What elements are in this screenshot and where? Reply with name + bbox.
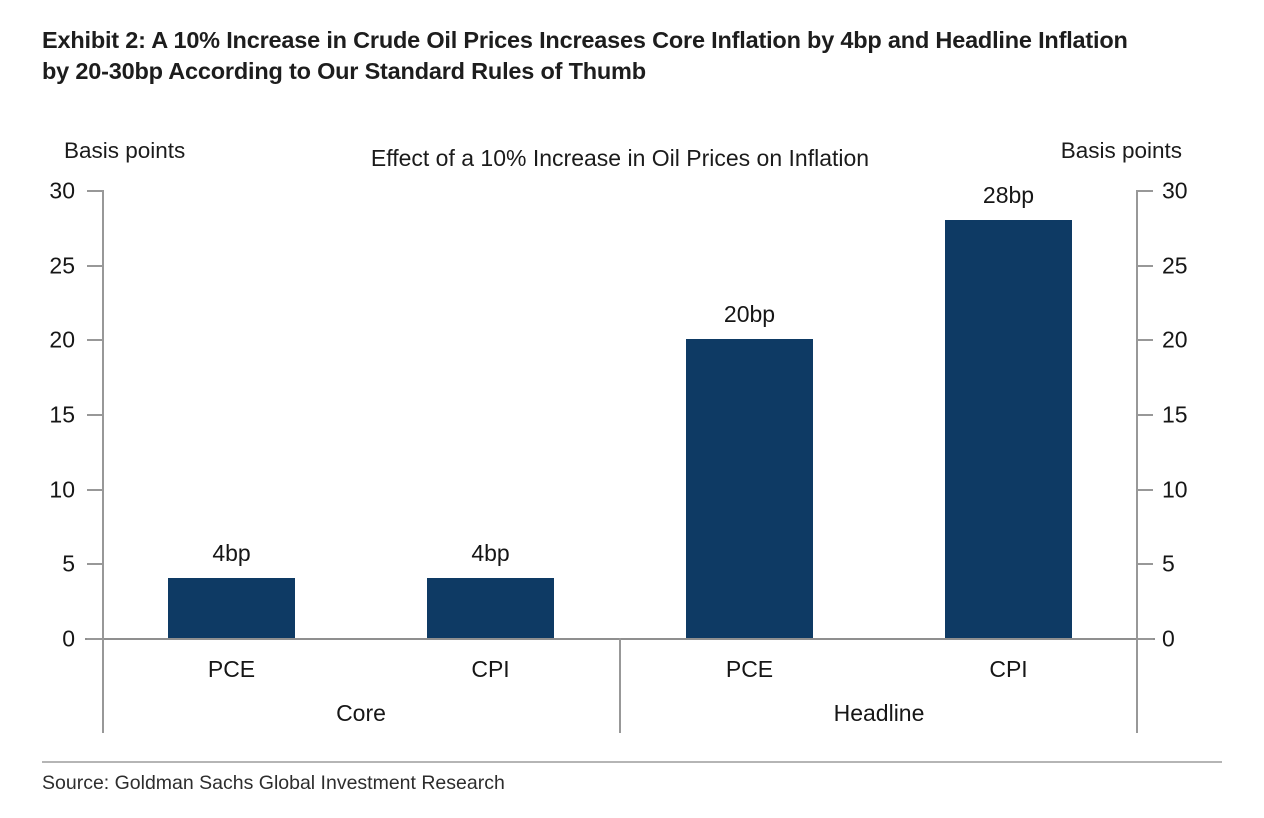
bar-core-cpi [426, 578, 555, 638]
y-tick-label-left-15: 15 [49, 401, 75, 428]
value-label-headline-cpi: 28bp [982, 182, 1035, 208]
category-label-headline-cpi: CPI [989, 656, 1028, 682]
exhibit-title: Exhibit 2: A 10% Increase in Crude Oil P… [42, 27, 1128, 84]
value-label-headline-pce: 20bp [723, 301, 776, 327]
y-tick-right-5 [1138, 563, 1153, 565]
y-tick-label-right-5: 5 [1162, 550, 1175, 577]
y-tick-label-right-0: 0 [1162, 625, 1175, 652]
category-band: PCE CPI Core PCE CPI Headline [102, 638, 1138, 733]
right-axis-unit-label: Basis points [1060, 138, 1182, 163]
value-label-core-pce: 4bp [212, 540, 251, 566]
y-tick-label-right-20: 20 [1162, 326, 1188, 353]
y-tick-right-30 [1138, 190, 1153, 192]
source-divider-rule [42, 761, 1222, 763]
y-axis-right [1136, 190, 1138, 733]
y-tick-label-left-25: 25 [49, 252, 75, 279]
y-tick-right-0 [1138, 638, 1153, 640]
category-label-core-pce: PCE [207, 656, 256, 682]
y-tick-label-right-25: 25 [1162, 252, 1188, 279]
y-tick-label-right-30: 30 [1162, 177, 1188, 204]
chart-canvas: 0 0 5 5 10 10 15 15 20 20 25 25 30 30 4bp 4bp 20bp 28bp P… [49, 179, 1188, 733]
bar-headline-pce [685, 339, 814, 638]
y-tick-label-left-0: 0 [62, 625, 75, 652]
category-label-headline-pce: PCE [725, 656, 774, 682]
y-tick-right-15 [1138, 414, 1153, 416]
y-tick-label-right-15: 15 [1162, 401, 1188, 428]
y-tick-label-left-20: 20 [49, 326, 75, 353]
y-tick-label-right-10: 10 [1162, 476, 1188, 503]
bar-core-pce [167, 578, 296, 638]
y-tick-left-0 [87, 638, 102, 640]
y-tick-left-15 [87, 414, 102, 416]
y-tick-right-20 [1138, 339, 1153, 341]
category-label-core-cpi: CPI [471, 656, 510, 682]
y-tick-left-20 [87, 339, 102, 341]
source-text: Source: Goldman Sachs Global Investment … [42, 772, 505, 794]
y-tick-left-30 [87, 190, 102, 192]
group-divider [619, 638, 621, 733]
chart-title: Effect of a 10% Increase in Oil Prices o… [370, 145, 870, 171]
bar-headline-cpi [944, 220, 1073, 638]
y-tick-left-10 [87, 489, 102, 491]
value-label-core-cpi: 4bp [471, 540, 510, 566]
left-axis-unit-label: Basis points [64, 138, 186, 163]
y-tick-left-25 [87, 265, 102, 267]
y-tick-label-left-30: 30 [49, 177, 75, 204]
y-tick-label-left-10: 10 [49, 476, 75, 503]
y-tick-left-5 [87, 563, 102, 565]
y-tick-right-25 [1138, 265, 1153, 267]
y-axis-left [102, 190, 104, 733]
y-tick-right-10 [1138, 489, 1153, 491]
plot-area: 0 0 5 5 10 10 15 15 20 20 25 25 30 30 4bp 4bp 20bp 28bp [49, 179, 1187, 650]
group-label-headline: Headline [833, 700, 925, 726]
y-tick-label-left-5: 5 [62, 550, 75, 577]
group-label-core: Core [336, 700, 386, 726]
